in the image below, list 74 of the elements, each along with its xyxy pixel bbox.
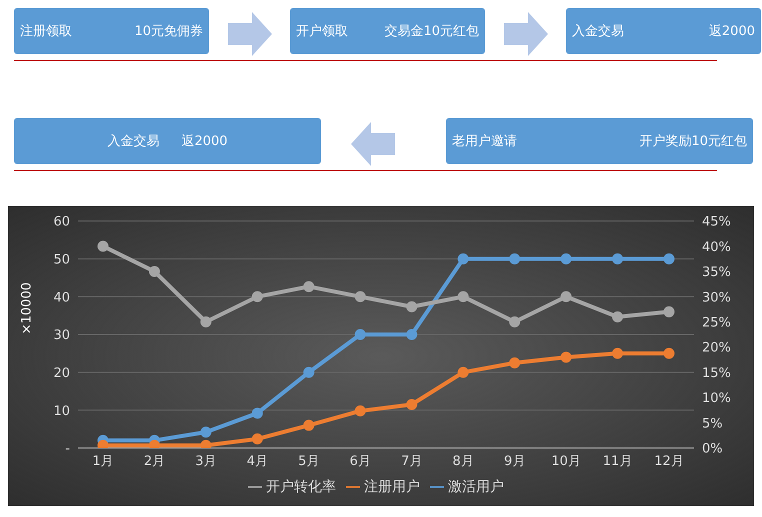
y2-tick-label: 35% xyxy=(702,265,731,280)
point xyxy=(612,253,624,264)
point xyxy=(458,366,469,378)
y-tick-label: 40 xyxy=(53,290,70,306)
y-axis-title: ×10000 xyxy=(20,282,35,334)
point xyxy=(354,329,366,340)
point xyxy=(252,433,263,444)
y2-tick-label: 40% xyxy=(702,240,731,255)
y2-tick-label: 45% xyxy=(702,214,731,230)
point xyxy=(509,357,520,368)
text: 10元免佣券 xyxy=(134,23,203,40)
point xyxy=(354,405,366,416)
point xyxy=(560,253,572,264)
point xyxy=(664,348,674,359)
x-tick-label: 10月 xyxy=(551,454,581,470)
point xyxy=(664,306,674,318)
point xyxy=(252,291,263,302)
point xyxy=(200,316,212,328)
text: 返2000 xyxy=(708,23,755,40)
y2-tick-label: 15% xyxy=(702,366,731,381)
legend-label: 开户转化率 xyxy=(266,479,336,495)
x-tick-label: 5月 xyxy=(298,454,320,470)
x-tick-label: 6月 xyxy=(350,454,371,470)
point xyxy=(406,301,418,312)
point xyxy=(303,366,314,378)
point xyxy=(560,352,572,363)
point xyxy=(458,253,469,264)
point xyxy=(252,408,263,419)
text: 入金交易 xyxy=(107,133,160,150)
point xyxy=(509,316,520,328)
y2-tick-label: 25% xyxy=(702,316,731,331)
legend-label: 注册用户 xyxy=(364,479,420,495)
point xyxy=(612,348,624,359)
x-tick-label: 11月 xyxy=(602,454,632,470)
point xyxy=(509,253,520,264)
x-tick-label: 1月 xyxy=(92,454,114,470)
x-tick-label: 4月 xyxy=(246,454,268,470)
point xyxy=(458,291,469,302)
point xyxy=(98,240,108,252)
y-tick-label: 30 xyxy=(53,328,70,344)
x-tick-label: 12月 xyxy=(654,454,684,470)
y2-tick-label: 10% xyxy=(702,391,731,406)
y-tick-label: 60 xyxy=(53,214,70,230)
point xyxy=(406,398,418,410)
point xyxy=(354,291,366,302)
text: 返2000 xyxy=(181,133,228,150)
text: 老用户邀请 xyxy=(452,133,517,150)
point xyxy=(406,329,418,340)
text: 开户奖励10元红包 xyxy=(639,133,747,150)
legend-label: 激活用户 xyxy=(448,479,504,495)
point xyxy=(612,311,624,322)
y-tick-label: - xyxy=(65,442,70,457)
point xyxy=(664,253,674,264)
y-tick-label: 50 xyxy=(53,252,70,268)
x-tick-label: 3月 xyxy=(195,454,217,470)
y-tick-label: 10 xyxy=(53,404,70,419)
x-tick-label: 7月 xyxy=(401,454,422,470)
x-tick-label: 8月 xyxy=(452,454,474,470)
y2-tick-label: 5% xyxy=(702,416,723,432)
x-tick-label: 2月 xyxy=(144,454,166,470)
x-tick-label: 9月 xyxy=(504,454,526,470)
point xyxy=(200,426,212,438)
point xyxy=(560,291,572,302)
point xyxy=(303,281,314,292)
y2-tick-label: 20% xyxy=(702,340,731,356)
y2-tick-label: 0% xyxy=(702,442,723,457)
point xyxy=(148,266,160,277)
text: 注册领取 xyxy=(20,23,72,40)
point xyxy=(303,420,314,431)
y2-tick-label: 30% xyxy=(702,290,731,306)
text: 开户领取 xyxy=(296,23,348,40)
text: 交易金10元红包 xyxy=(384,23,479,40)
y-tick-label: 20 xyxy=(53,366,70,381)
text: 入金交易 xyxy=(572,23,624,40)
